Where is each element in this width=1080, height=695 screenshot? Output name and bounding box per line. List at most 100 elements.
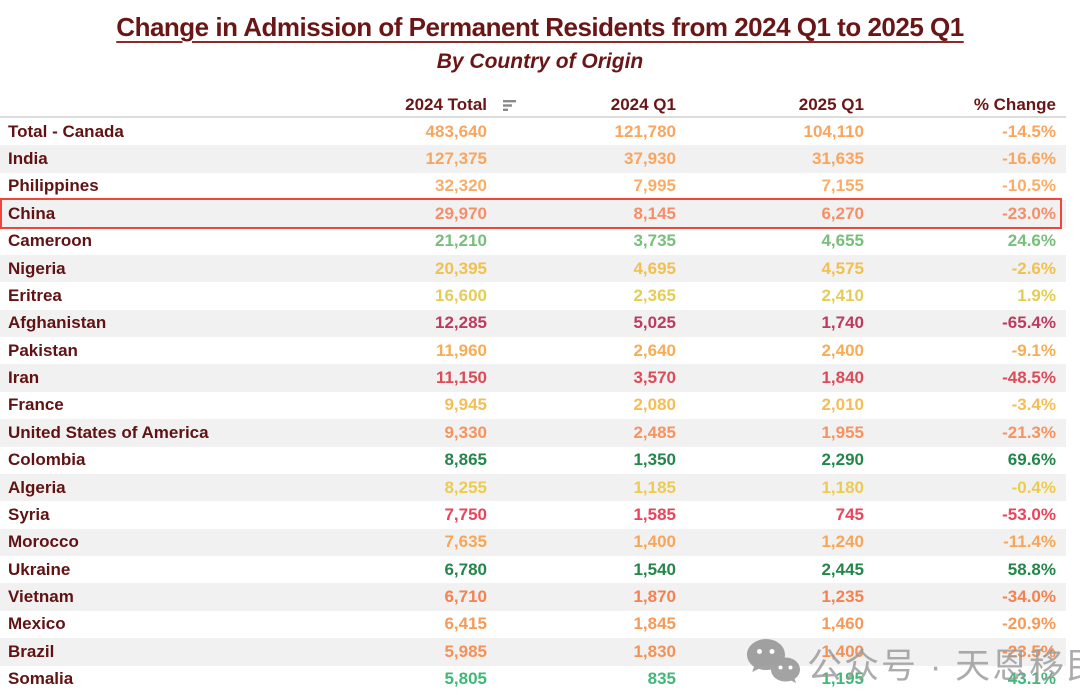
value-2024-q1: 2,365 (633, 285, 676, 305)
table-row[interactable]: Iran 11,150 3,570 1,840 -48.5% (0, 364, 1066, 392)
country-name: Syria (8, 504, 50, 524)
table-header-row: 2024 Total 2024 Q1 2025 Q1 % Change (0, 94, 1066, 118)
table-row[interactable]: Algeria 8,255 1,185 1,180 -0.4% (0, 473, 1066, 502)
country-name: Eritrea (8, 285, 62, 305)
table-row[interactable]: India 127,375 37,930 31,635 -16.6% (0, 145, 1066, 173)
country-name: Colombia (8, 450, 86, 470)
country-name: Philippines (8, 176, 99, 196)
value-2024-q1: 1,870 (633, 587, 676, 607)
value-2024-total: 21,210 (435, 231, 487, 251)
country-name: Pakistan (8, 340, 78, 360)
table-row[interactable]: Afghanistan 12,285 5,025 1,740 -65.4% (0, 309, 1066, 337)
table-row[interactable]: Eritrea 16,600 2,365 2,410 1.9% (0, 282, 1066, 309)
value-2024-q1: 121,780 (614, 121, 676, 141)
value-pct-change: -23.0% (1002, 203, 1056, 223)
country-name: China (8, 203, 56, 223)
value-2024-q1: 7,995 (633, 176, 676, 196)
value-2024-q1: 1,585 (633, 504, 676, 524)
value-2024-total: 127,375 (425, 149, 487, 169)
table-row[interactable]: Vietnam 6,710 1,870 1,235 -34.0% (0, 583, 1066, 611)
value-2024-q1: 2,485 (633, 422, 676, 442)
value-2025-q1: 1,400 (821, 641, 864, 661)
value-2024-total: 11,960 (435, 340, 487, 360)
value-2024-q1: 835 (647, 669, 676, 689)
value-pct-change: -65.4% (1002, 313, 1056, 333)
country-name: Vietnam (8, 587, 74, 607)
value-2024-q1: 2,080 (633, 395, 676, 415)
table-row[interactable]: France 9,945 2,080 2,010 -3.4% (0, 392, 1066, 419)
table-row[interactable]: Total - Canada 483,640 121,780 104,110 -… (0, 118, 1066, 145)
value-pct-change: -48.5% (1002, 368, 1056, 388)
country-name: Cameroon (8, 231, 93, 251)
table-body: Total - Canada 483,640 121,780 104,110 -… (0, 118, 1066, 693)
value-pct-change: -20.9% (1002, 614, 1056, 634)
value-pct-change: 1.9% (1017, 285, 1056, 305)
table-row[interactable]: Syria 7,750 1,585 745 -53.0% (0, 501, 1066, 528)
value-2025-q1: 1,240 (821, 532, 864, 552)
value-pct-change: -53.0% (1002, 504, 1056, 524)
country-name: India (8, 149, 48, 169)
value-2024-total: 5,985 (444, 641, 487, 661)
value-2025-q1: 1,840 (821, 368, 864, 388)
value-2025-q1: 4,655 (821, 231, 864, 251)
value-2025-q1: 31,635 (812, 149, 864, 169)
country-name: Iran (8, 368, 40, 388)
value-2024-q1: 1,350 (633, 450, 676, 470)
value-2024-total: 32,320 (435, 176, 487, 196)
value-pct-change: -23.5% (1002, 641, 1056, 661)
table-row[interactable]: Brazil 5,985 1,830 1,400 -23.5% (0, 638, 1066, 666)
sort-descending-icon[interactable] (497, 99, 547, 112)
table-row[interactable]: Somalia 5,805 835 1,195 43.1% (0, 666, 1066, 693)
value-2024-total: 16,600 (435, 285, 487, 305)
country-name: Morocco (8, 532, 79, 552)
value-2024-total: 9,945 (444, 395, 487, 415)
table-row[interactable]: Nigeria 20,395 4,695 4,575 -2.6% (0, 254, 1066, 283)
value-2024-total: 6,415 (444, 614, 487, 634)
value-pct-change: 24.6% (1007, 231, 1056, 251)
value-2024-total: 7,750 (444, 504, 487, 524)
value-2025-q1: 104,110 (803, 121, 864, 141)
value-2025-q1: 1,740 (821, 313, 864, 333)
country-name: France (8, 395, 64, 415)
value-pct-change: 58.8% (1007, 559, 1056, 579)
value-2024-q1: 1,185 (633, 477, 676, 497)
value-2025-q1: 2,290 (821, 450, 864, 470)
country-name: Afghanistan (8, 313, 107, 333)
table-row[interactable]: Ukraine 6,780 1,540 2,445 58.8% (0, 556, 1066, 583)
value-2025-q1: 2,400 (821, 340, 864, 360)
value-2025-q1: 1,235 (821, 587, 864, 607)
table-row[interactable]: Philippines 32,320 7,995 7,155 -10.5% (0, 173, 1066, 200)
report-page: Change in Admission of Permanent Residen… (0, 12, 1080, 695)
value-2024-total: 9,330 (444, 422, 487, 442)
value-2024-q1: 1,540 (633, 559, 676, 579)
value-pct-change: -9.1% (1011, 340, 1056, 360)
table-row[interactable]: Colombia 8,865 1,350 2,290 69.6% (0, 447, 1066, 474)
value-2024-q1: 8,145 (633, 203, 676, 223)
column-header-2024-total[interactable]: 2024 Total (405, 95, 487, 114)
column-header-2024-q1[interactable]: 2024 Q1 (610, 95, 676, 114)
value-2025-q1: 1,180 (821, 477, 864, 497)
value-2024-q1: 3,570 (633, 368, 676, 388)
value-2024-q1: 37,930 (624, 149, 676, 169)
country-name: United States of America (8, 422, 209, 442)
country-name: Brazil (8, 641, 55, 661)
table-row[interactable]: China 29,970 8,145 6,270 -23.0% (0, 198, 1066, 229)
value-2024-total: 20,395 (435, 258, 487, 278)
country-name: Total - Canada (8, 121, 124, 141)
value-pct-change: 69.6% (1007, 450, 1056, 470)
value-2024-q1: 1,400 (633, 532, 676, 552)
column-header-pct-change[interactable]: % Change (973, 95, 1056, 114)
table-row[interactable]: Cameroon 21,210 3,735 4,655 24.6% (0, 228, 1066, 255)
value-pct-change: -14.5% (1002, 121, 1056, 141)
table-row[interactable]: Morocco 7,635 1,400 1,240 -11.4% (0, 528, 1066, 556)
value-pct-change: -0.4% (1011, 477, 1056, 497)
table-row[interactable]: Mexico 6,415 1,845 1,460 -20.9% (0, 611, 1066, 638)
column-header-2025-q1[interactable]: 2025 Q1 (798, 95, 864, 114)
page-title: Change in Admission of Permanent Residen… (116, 12, 964, 42)
table-row[interactable]: Pakistan 11,960 2,640 2,400 -9.1% (0, 337, 1066, 364)
value-2024-total: 5,805 (444, 669, 487, 689)
value-2024-total: 483,640 (425, 121, 487, 141)
value-2024-total: 8,865 (444, 450, 487, 470)
table-row[interactable]: United States of America 9,330 2,485 1,9… (0, 419, 1066, 447)
country-name: Ukraine (8, 559, 71, 579)
